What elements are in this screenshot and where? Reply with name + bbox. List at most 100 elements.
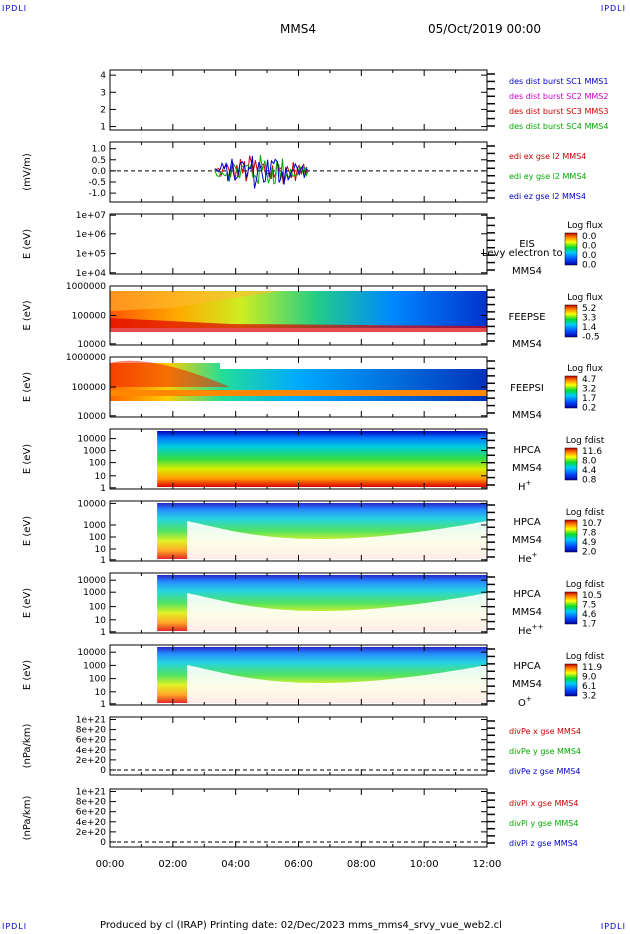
y-tick-label-divpi: 2e+20 bbox=[76, 828, 107, 838]
y-tick-label-divpe: 0 bbox=[100, 766, 106, 776]
y-tick-label-divpe: 8e+20 bbox=[76, 726, 107, 736]
instrument-label: HPCA bbox=[513, 445, 541, 456]
colorbar-title-eis: Log flux bbox=[567, 221, 603, 231]
feepsi-low-energy-band bbox=[110, 390, 487, 396]
x-tick-label: 00:00 bbox=[96, 859, 125, 870]
y-tick-label-hpca_h: 100 bbox=[89, 459, 106, 469]
y-axis-label-feepsi: E (eV) bbox=[22, 372, 33, 402]
y-tick-label-feepsi: 1000000 bbox=[66, 353, 106, 363]
colorbar-tick-label-eis: 0.0 bbox=[582, 261, 597, 271]
y-tick-label-dist: 4 bbox=[100, 71, 106, 81]
panel-frame-divpi bbox=[109, 788, 488, 848]
y-tick-label-divpi: 6e+20 bbox=[76, 808, 107, 818]
x-tick-label: 06:00 bbox=[284, 859, 313, 870]
y-tick-label-dist: 2 bbox=[100, 105, 106, 115]
species-label: He+ bbox=[518, 551, 538, 565]
feepse-high-flux-region bbox=[110, 291, 280, 311]
panel-dist: 1 2 3 4 des dist burst SC1 MMS1 des dist burs… bbox=[100, 69, 608, 133]
instrument-label: HPCA bbox=[513, 517, 541, 528]
colorbar-tick-label-eis: 0.0 bbox=[582, 242, 597, 252]
legend-label-dist: des dist burst SC3 MMS3 bbox=[509, 107, 608, 116]
y-tick-label-feepse: 100000 bbox=[72, 312, 107, 322]
colorbar-title-hpca_h: Log fdist bbox=[566, 436, 605, 446]
spacecraft-label: MMS4 bbox=[512, 679, 542, 690]
corner-mark-br: IPDLI bbox=[600, 922, 626, 931]
corner-mark-tl: IPDLI bbox=[2, 4, 28, 13]
spacecraft-label: MMS4 bbox=[512, 266, 542, 277]
y-tick-label-edi: 1.0 bbox=[92, 145, 107, 155]
colorbar-tick-label-eis: 0.0 bbox=[582, 232, 597, 242]
date-title: 05/Oct/2019 00:00 bbox=[428, 22, 542, 36]
y-axis-label-hpca_h: E (eV) bbox=[22, 444, 33, 474]
y-tick-label-hpca_he: 1 bbox=[100, 556, 106, 566]
panel-hpca_hepp: 10000 1000 100 10 1 E (eV) HPCA MMS4 He++ Log fdi… bbox=[22, 572, 605, 638]
y-tick-label-divpe: 1e+21 bbox=[76, 716, 106, 726]
colorbar-title-hpca_hepp: Log fdist bbox=[566, 580, 605, 590]
colorbar-tick-label-feepse: 3.3 bbox=[582, 314, 596, 324]
y-axis-label-divpi: (nPa/km) bbox=[22, 796, 33, 841]
species-charge: + bbox=[526, 479, 532, 487]
y-tick-label-hpca_hepp: 10 bbox=[95, 616, 107, 626]
y-tick-label-hpca_he: 100 bbox=[89, 533, 106, 543]
colorbar-tick-label-hpca_o: 6.1 bbox=[582, 682, 596, 692]
x-tick-label: 08:00 bbox=[347, 859, 376, 870]
y-tick-label-hpca_he: 10000 bbox=[77, 499, 106, 509]
y-tick-label-hpca_hepp: 10000 bbox=[77, 576, 106, 586]
panel-frame-divpe bbox=[109, 716, 488, 776]
y-tick-label-hpca_hepp: 1000 bbox=[83, 588, 106, 598]
instrument-label: FEEPSE bbox=[508, 312, 545, 323]
legend-label-divpi: divPi x gse MMS4 bbox=[509, 799, 578, 808]
species-charge: + bbox=[532, 551, 538, 559]
species-label: O+ bbox=[518, 695, 532, 709]
colorbar-tick-label-feepsi: 1.7 bbox=[582, 394, 596, 404]
y-tick-label-hpca_h: 1 bbox=[100, 484, 106, 494]
y-tick-label-divpi: 0 bbox=[100, 838, 106, 848]
legend-label-divpe: divPe z gse MMS4 bbox=[509, 767, 580, 776]
y-tick-label-divpi: 8e+20 bbox=[76, 798, 107, 808]
colorbar-hpca_he bbox=[564, 519, 578, 553]
colorbar-tick-label-hpca_o: 9.0 bbox=[582, 673, 597, 683]
panel-frame-dist bbox=[109, 69, 488, 131]
y-tick-label-eis: 1e+04 bbox=[76, 269, 107, 279]
y-tick-label-edi: 0.0 bbox=[92, 167, 107, 177]
y-tick-label-feepsi: 100000 bbox=[72, 383, 107, 393]
eis-status-label: Levy electron to bbox=[482, 248, 563, 259]
colorbar-hpca_o bbox=[564, 663, 578, 697]
colorbar-title-feepsi: Log flux bbox=[567, 364, 603, 374]
y-axis-label-hpca_hepp: E (eV) bbox=[22, 588, 33, 618]
x-tick-label: 04:00 bbox=[221, 859, 250, 870]
colorbar-hpca_h bbox=[564, 447, 578, 481]
legend-label-edi: edi ey gse l2 MMS4 bbox=[509, 172, 587, 181]
y-tick-label-hpca_o: 1 bbox=[100, 700, 106, 710]
legend-label-edi: edi ez gse l2 MMS4 bbox=[509, 192, 586, 201]
x-tick-label: 02:00 bbox=[158, 859, 187, 870]
hpca_he-empty-region bbox=[187, 521, 487, 561]
colorbar-tick-label-eis: 0.0 bbox=[582, 251, 597, 261]
instrument-label: HPCA bbox=[513, 589, 541, 600]
x-tick-label: 10:00 bbox=[410, 859, 439, 870]
y-axis-label-feepse: E (eV) bbox=[22, 300, 33, 330]
y-tick-label-hpca_h: 10000 bbox=[77, 435, 106, 445]
spacecraft-title: MMS4 bbox=[280, 22, 316, 36]
colorbar-tick-label-hpca_hepp: 4.6 bbox=[582, 610, 597, 620]
y-axis-label-hpca_he: E (eV) bbox=[22, 516, 33, 546]
legend-label-dist: des dist burst SC1 MMS1 bbox=[509, 77, 608, 86]
colorbar-tick-label-hpca_h: 0.8 bbox=[582, 476, 597, 486]
y-tick-label-hpca_h: 1000 bbox=[83, 447, 106, 457]
colorbar-title-feepse: Log flux bbox=[567, 293, 603, 303]
y-tick-label-edi: -1.0 bbox=[88, 189, 106, 199]
colorbar-tick-label-feepse: 1.4 bbox=[582, 323, 597, 333]
colorbar-title-hpca_o: Log fdist bbox=[566, 652, 605, 662]
panel-feepse: 1000000 100000 10000 E (eV) FEEPSE MMS4 Log fl… bbox=[22, 282, 603, 350]
legend-label-dist: des dist burst SC2 MMS2 bbox=[509, 92, 608, 101]
y-tick-label-edi: 0.5 bbox=[92, 156, 106, 166]
colorbar-tick-label-hpca_h: 4.4 bbox=[582, 466, 597, 476]
y-tick-label-divpe: 2e+20 bbox=[76, 756, 107, 766]
y-tick-label-feepse: 1000000 bbox=[66, 282, 106, 292]
y-tick-label-hpca_o: 10 bbox=[95, 688, 107, 698]
colorbar-tick-label-hpca_h: 8.0 bbox=[582, 457, 597, 467]
panel-feepsi: 1000000 100000 10000 E (eV) FEEPSI MMS4 Log fl… bbox=[22, 353, 603, 422]
panel-frame-eis bbox=[109, 213, 488, 275]
feepse-low-energy-band bbox=[110, 318, 487, 332]
